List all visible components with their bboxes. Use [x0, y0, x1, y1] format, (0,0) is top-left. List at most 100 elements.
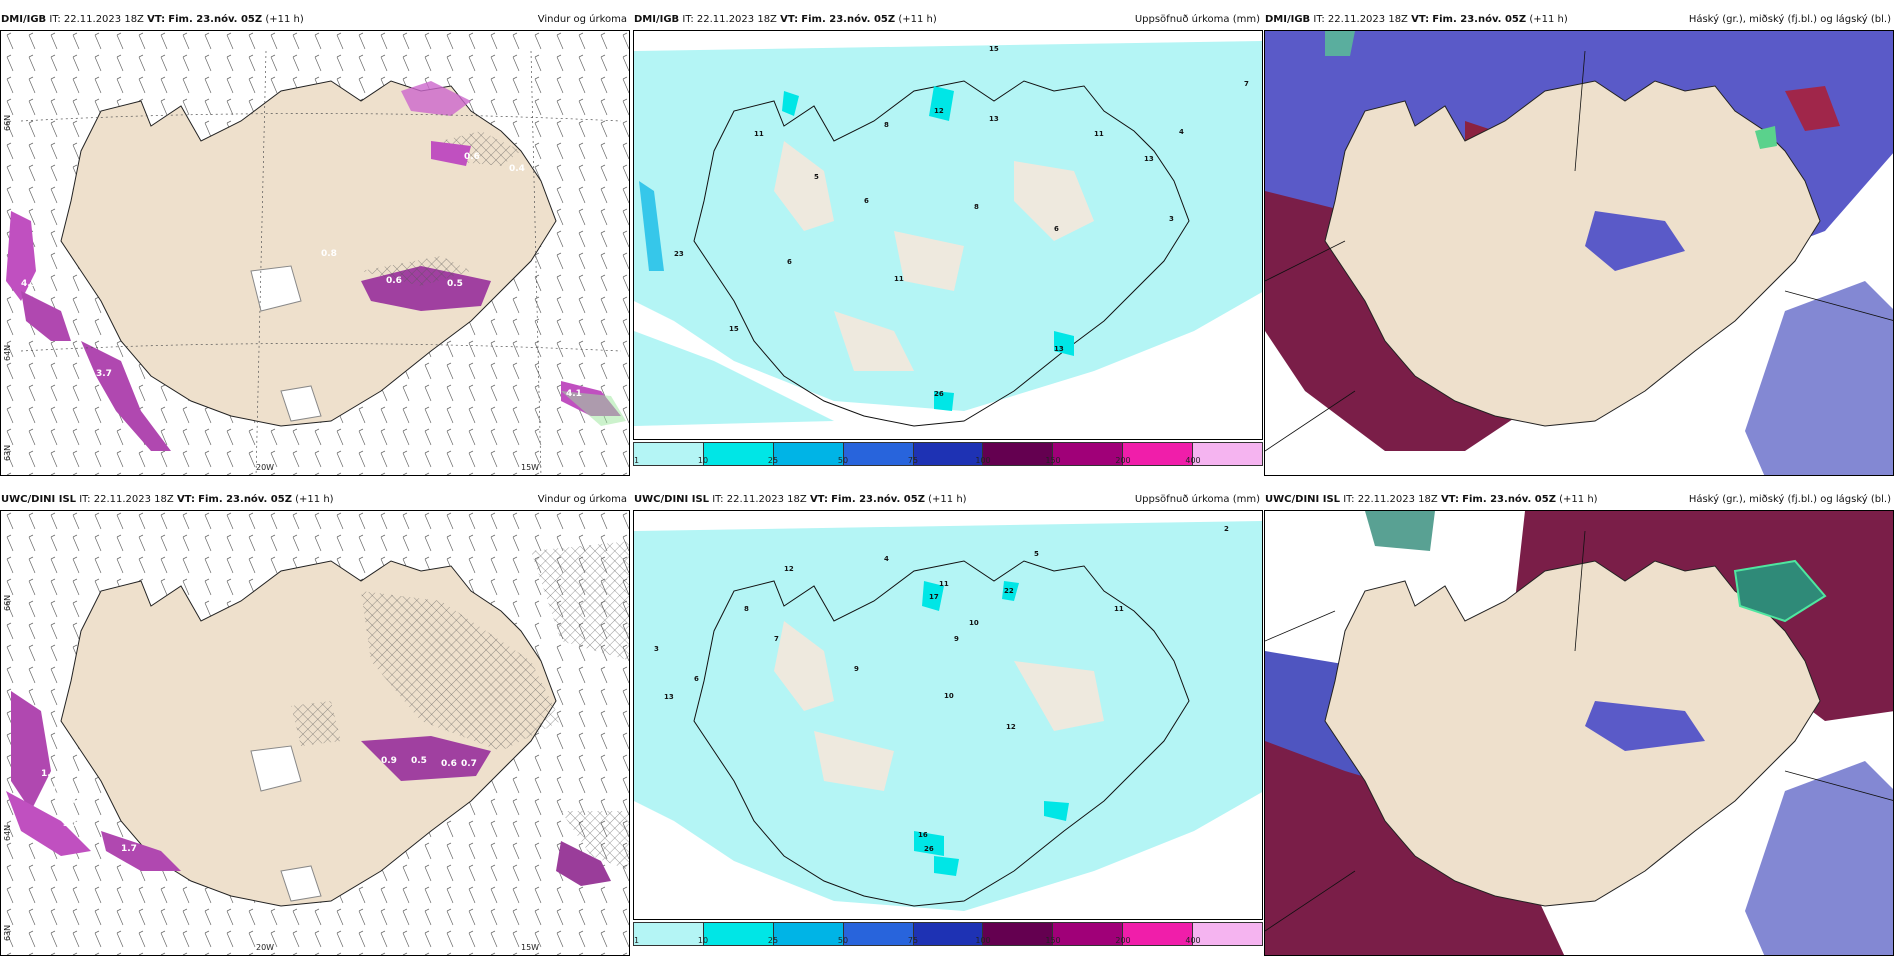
precip-value: 26	[924, 845, 934, 853]
colorbar-segment	[773, 923, 844, 945]
iceland-precip-map: 15 12 13 11 8 6 5 11 13 11 8 4 6 3 23 7 …	[634, 31, 1262, 439]
wind-value-labels: 1.6 1.0 0.7 3.5 1.7 0.9 0.5 0.6 0.7	[41, 756, 477, 854]
colorbar-tick: 150	[1045, 936, 1061, 945]
vt-label: VT:	[780, 14, 799, 25]
iceland-wind-map: 0.6 0.4 0.5 0.6 0.8 4.9 3.7 3.0 4.1	[1, 31, 629, 475]
precip-value: 11	[939, 580, 949, 588]
colorbar-segment	[1123, 923, 1194, 945]
vt-label: VT:	[1440, 494, 1459, 505]
model-name: UWC/DINI ISL	[1265, 494, 1341, 505]
precip-value: 26	[934, 390, 944, 398]
it-label: IT:	[682, 14, 694, 25]
init-time: 22.11.2023 18Z	[93, 494, 174, 505]
precip-value: 4	[884, 555, 889, 563]
model-name: DMI/IGB	[1265, 14, 1311, 25]
model-name: UWC/DINI ISL	[1, 494, 77, 505]
colorbar-tick: 200	[1115, 456, 1131, 465]
map-area: 12 22 11 17 10 11 9 10 8 13 26 16 12 3 7…	[633, 510, 1263, 920]
precip-value: 6	[787, 258, 792, 266]
precip-value: 10	[944, 692, 954, 700]
wind-value: 0.6	[464, 152, 480, 162]
colorbar-segment	[913, 443, 984, 465]
colorbar-segment	[983, 923, 1054, 945]
colorbar-segment	[1123, 443, 1194, 465]
precip-value: 12	[784, 565, 794, 573]
panel-wind-dmi: DMI/IGB IT: 22.11.2023 18Z VT: Fim. 23.n…	[0, 10, 630, 476]
colorbar-tick: 100	[975, 936, 991, 945]
colorbar-tick: 1	[634, 936, 640, 945]
wind-value: 3.0	[146, 399, 162, 409]
model-name: DMI/IGB	[1, 14, 47, 25]
precip-value-labels: 15 12 13 11 8 6 5 11 13 11 8 4 6 3 23 7 …	[674, 45, 1249, 398]
colorbar-segment	[983, 443, 1054, 465]
lon-label: 15W	[521, 943, 540, 952]
colorbar-tick: 150	[1045, 456, 1061, 465]
init-time: 22.11.2023 18Z	[726, 494, 807, 505]
model-name: UWC/DINI ISL	[634, 494, 710, 505]
precip-value: 9	[954, 635, 959, 643]
precip-colorbar	[633, 442, 1263, 466]
precip-value: 12	[1006, 723, 1016, 731]
colorbar-segment	[1053, 443, 1124, 465]
wind-value: 0.5	[411, 756, 427, 766]
colorbar-segment	[843, 443, 914, 465]
colorbar-tick: 50	[837, 936, 849, 945]
wind-value: 0.7	[461, 759, 477, 769]
precip-value: 15	[989, 45, 999, 53]
precip-value: 3	[654, 645, 659, 653]
lon-label: 20W	[256, 463, 275, 472]
precip-value: 6	[864, 197, 869, 205]
lon-label: 15W	[521, 463, 540, 472]
precip-value: 11	[1114, 605, 1124, 613]
valid-time: Fim. 23.nóv. 05Z	[1462, 494, 1556, 505]
precip-value: 6	[694, 675, 699, 683]
precip-value: 22	[1004, 587, 1014, 595]
it-label: IT:	[1313, 14, 1325, 25]
colorbar-segment	[634, 923, 704, 945]
panel-title: Uppsöfnuð úrkoma (mm)	[1134, 494, 1260, 505]
init-time: 22.11.2023 18Z	[696, 14, 777, 25]
it-label: IT:	[79, 494, 91, 505]
precip-value: 8	[974, 203, 979, 211]
lon-label: 20W	[256, 943, 275, 952]
init-time: 22.11.2023 18Z	[63, 14, 144, 25]
wind-value: 0.7	[61, 796, 77, 806]
colorbar-segment	[703, 443, 774, 465]
map-area	[1264, 30, 1894, 476]
colorbar-tick: 25	[767, 936, 779, 945]
colorbar-ticks: 1 10 25 50 75 100 150 200 400	[633, 456, 1263, 468]
map-area: 15 12 13 11 8 6 5 11 13 11 8 4 6 3 23 7 …	[633, 30, 1263, 440]
init-time: 22.11.2023 18Z	[1357, 494, 1438, 505]
panel-header: DMI/IGB IT: 22.11.2023 18Z VT: Fim. 23.n…	[633, 10, 1263, 30]
panel-wind-uwc: UWC/DINI ISL IT: 22.11.2023 18Z VT: Fim.…	[0, 490, 630, 956]
vt-label: VT:	[147, 14, 166, 25]
vt-label: VT:	[1411, 14, 1430, 25]
iceland-shape	[60, 80, 557, 427]
iceland-cloud-map	[1265, 511, 1893, 955]
panel-header: UWC/DINI ISL IT: 22.11.2023 18Z VT: Fim.…	[633, 490, 1263, 510]
colorbar-tick: 50	[837, 456, 849, 465]
lead-time: (+11 h)	[898, 14, 937, 25]
precip-value: 23	[674, 250, 684, 258]
panel-title: Vindur og úrkoma	[537, 14, 627, 25]
wind-value: 0.4	[509, 164, 525, 174]
lat-label: 63N	[3, 924, 12, 941]
lat-label: 66N	[3, 114, 12, 131]
precip-value: 16	[918, 831, 928, 839]
wind-value: 3.7	[96, 369, 112, 379]
lat-label: 66N	[3, 594, 12, 611]
wind-value: 0.6	[441, 759, 457, 769]
panel-clouds-dmi: DMI/IGB IT: 22.11.2023 18Z VT: Fim. 23.n…	[1264, 10, 1894, 476]
colorbar-segment	[913, 923, 984, 945]
panel-title: Uppsöfnuð úrkoma (mm)	[1134, 14, 1260, 25]
precip-value: 17	[929, 593, 939, 601]
panel-title: Háský (gr.), miðský (fj.bl.) og lágský (…	[1688, 14, 1891, 25]
precip-value-labels: 12 22 11 17 10 11 9 10 8 13 26 16 12 3 7…	[654, 525, 1229, 853]
precip-value: 9	[854, 665, 859, 673]
panel-header: DMI/IGB IT: 22.11.2023 18Z VT: Fim. 23.n…	[0, 10, 630, 30]
colorbar-segment	[1193, 443, 1263, 465]
precip-value: 7	[774, 635, 779, 643]
precip-value: 13	[1144, 155, 1154, 163]
vt-label: VT:	[176, 494, 195, 505]
precip-value: 11	[894, 275, 904, 283]
